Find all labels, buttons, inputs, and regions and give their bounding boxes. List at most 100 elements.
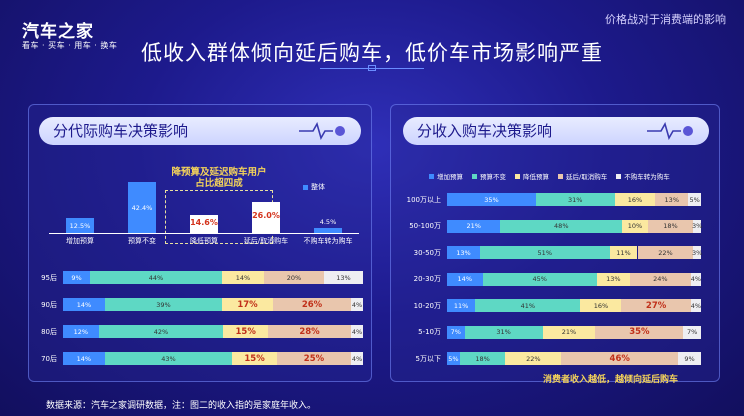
generation-stacked-chart: 95后 9% 44% 14% 20% 13% 90后 14% 39% 17% 26% 4% 80后 12%…	[29, 271, 373, 371]
stacked-segment: 26%	[273, 298, 351, 311]
column-value-label: 4.5%	[319, 217, 337, 226]
row-label: 20-30万	[413, 275, 441, 283]
legend-swatch	[515, 173, 520, 179]
column-value-label: 12.5%	[69, 221, 91, 230]
column-category-label: 增加预算	[66, 237, 94, 245]
row-label: 95后	[41, 273, 57, 282]
stacked-segment: 39%	[105, 298, 222, 311]
annotation-line-1: 降预算及延迟购车用户	[171, 167, 267, 178]
column-category-label: 预算不变	[128, 237, 156, 245]
income-bottom-note: 消费者收入越低，越倾向延后购车	[543, 375, 679, 385]
stacked-segment: 15%	[223, 325, 268, 338]
stacked-segment: 15%	[232, 352, 277, 365]
stacked-segment: 10%	[622, 219, 648, 233]
column-bar	[314, 227, 342, 233]
stacked-segment: 14%	[63, 352, 105, 365]
stacked-row: 35% 31% 16% 13% 5%	[447, 193, 701, 206]
stacked-segment: 4%	[691, 299, 701, 312]
stacked-segment: 21%	[542, 325, 596, 339]
legend-label: 增加预算	[437, 173, 463, 181]
legend-swatch	[472, 173, 477, 179]
stacked-segment: 16%	[580, 299, 622, 312]
right-panel-title: 分收入购车决策影响	[417, 122, 553, 140]
brand-slogan: 看车 · 买车 · 用车 · 换车	[22, 41, 118, 50]
stacked-segment: 43%	[104, 352, 233, 365]
stacked-segment: 4%	[351, 298, 363, 311]
legend-label: 不购车转为购车	[624, 173, 670, 181]
stacked-segment: 42%	[98, 325, 224, 338]
stacked-segment: 44%	[90, 271, 222, 284]
right-panel: 分收入购车决策影响 增加预算 预算不变 降低预算 延后/取消购车 不购车转为购车 100…	[390, 104, 721, 385]
column-value-label: 26.0%	[252, 211, 280, 221]
stacked-segment: 18%	[459, 352, 506, 365]
stacked-segment: 3%	[692, 219, 702, 233]
stacked-segment: 22%	[505, 352, 562, 365]
heartbeat-icon	[299, 122, 345, 140]
stacked-segment: 5%	[688, 193, 701, 206]
stacked-segment: 27%	[621, 299, 691, 312]
section-tag: 价格战对于消费端的影响	[605, 13, 726, 26]
row-label: 10-20万	[413, 301, 441, 310]
row-label: 5-10万	[418, 328, 441, 336]
legend-item: 不购车转为购车	[616, 171, 670, 181]
data-source-footer: 数据来源：汽车之家调研数据，注：图二的收入指的是家庭年收入。	[46, 401, 317, 411]
column-category-label: 降低预算	[190, 237, 218, 245]
stacked-segment: 14%	[63, 298, 105, 311]
stacked-segment: 12%	[63, 325, 99, 338]
left-panel-title: 分代际购车决策影响	[53, 122, 189, 140]
column-bar	[66, 218, 94, 233]
stacked-segment: 5%	[447, 352, 460, 365]
page-title: 低收入群体倾向延后购车，低价车市场影响严重	[141, 41, 603, 65]
stacked-segment: 20%	[264, 271, 324, 284]
legend-overall-label: 整体	[311, 183, 325, 191]
stacked-segment: 46%	[561, 352, 679, 365]
stacked-segment: 22%	[637, 246, 694, 259]
stacked-row: 13% 51% 11% 22% 3%	[447, 246, 702, 259]
left-panel-header: 分代际购车决策影响	[39, 117, 361, 145]
row-label: 70后	[41, 354, 57, 363]
stacked-segment: 24%	[629, 272, 691, 286]
column-value-label: 14.6%	[190, 218, 218, 228]
row-label: 80后	[41, 327, 57, 336]
stacked-segment: 9%	[63, 271, 90, 284]
stacked-segment: 7%	[683, 325, 701, 339]
column-baseline	[49, 233, 359, 234]
stacked-segment: 25%	[276, 352, 352, 365]
legend-item: 延后/取消购车	[558, 171, 607, 181]
stacked-row: 11% 41% 16% 27% 4%	[447, 299, 701, 312]
stacked-row: 14% 43% 15% 25% 4%	[63, 352, 363, 365]
column-chart: 12.5% 增加预算 42.4% 预算不变 14.6% 降低预算 26.0% 延后/取消购车 4…	[49, 165, 359, 245]
income-stacked-chart: 100万以上 35% 31% 16% 13% 5% 50-100万 21% 48% 10% 18% 3…	[391, 193, 721, 365]
column-category-label: 延后/取消购车	[243, 237, 289, 245]
stacked-segment: 13%	[655, 193, 689, 206]
stacked-segment: 21%	[447, 219, 501, 233]
stacked-segment: 48%	[500, 219, 623, 233]
stacked-segment: 45%	[482, 272, 597, 286]
annotation-line-2: 占比超四成	[195, 178, 243, 189]
stacked-segment: 4%	[351, 325, 363, 338]
stacked-segment: 11%	[447, 299, 476, 312]
stacked-row: 9% 44% 14% 20% 13%	[63, 271, 363, 284]
legend-label: 延后/取消购车	[566, 173, 608, 181]
legend-item: 降低预算	[515, 171, 549, 181]
legend-overall: 整体	[303, 182, 325, 192]
stacked-segment: 4%	[691, 272, 701, 286]
stacked-segment: 16%	[614, 193, 656, 206]
row-label: 100万以上	[406, 195, 441, 204]
left-panel: 分代际购车决策影响 降预算及延迟购车用户 占比超四成 整体 12.5% 增加预算 4…	[28, 104, 372, 382]
stacked-segment: 14%	[447, 272, 483, 286]
stacked-row: 12% 42% 15% 28% 4%	[63, 325, 363, 338]
column-category-label: 不购车转为购车	[303, 237, 353, 245]
title-divider	[320, 68, 424, 69]
stacked-segment: 31%	[535, 193, 615, 206]
stacked-segment: 51%	[480, 246, 610, 259]
stacked-segment: 7%	[447, 325, 465, 339]
stacked-segment: 13%	[447, 246, 481, 259]
stacked-segment: 18%	[647, 219, 694, 233]
stacked-segment: 14%	[222, 271, 264, 284]
income-legend: 增加预算 预算不变 降低预算 延后/取消购车 不购车转为购车	[429, 171, 679, 181]
row-label: 90后	[41, 300, 57, 309]
stacked-segment: 35%	[595, 325, 684, 339]
annotation-text: 降预算及延迟购车用户 占比超四成	[161, 167, 277, 189]
column-bar	[190, 215, 218, 233]
